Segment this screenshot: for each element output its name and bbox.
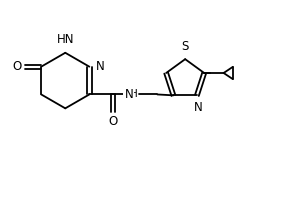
- Text: N: N: [124, 88, 133, 101]
- Text: HN: HN: [56, 33, 74, 46]
- Text: O: O: [108, 115, 118, 128]
- Text: O: O: [12, 60, 21, 73]
- Text: S: S: [182, 40, 189, 53]
- Text: N: N: [194, 101, 203, 114]
- Text: H: H: [130, 89, 138, 99]
- Text: N: N: [95, 60, 104, 73]
